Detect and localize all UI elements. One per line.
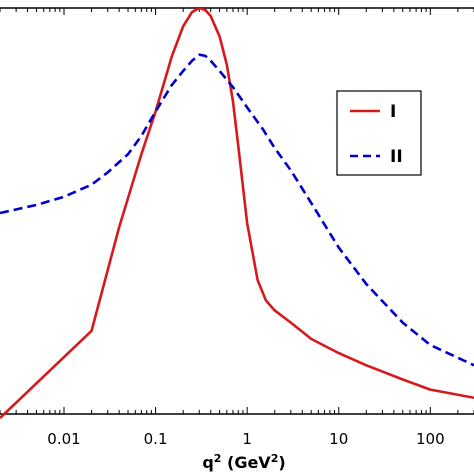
legend-label-i: I xyxy=(390,102,396,122)
x-axis-unit-exponent: 2 xyxy=(271,452,279,465)
x-tick-label: 0.01 xyxy=(47,430,80,448)
legend-label-ii: II xyxy=(390,147,403,167)
x-tick-label: 0.1 xyxy=(144,430,168,448)
x-axis-label: q2 (GeV2) xyxy=(202,452,285,472)
x-tick-label: 1 xyxy=(242,430,252,448)
x-tick-label: 100 xyxy=(416,430,445,448)
plot-axes: 0.01 0.1 1 10 100 xyxy=(0,7,474,448)
legend: I II xyxy=(336,90,422,176)
legend-box xyxy=(336,90,422,176)
series-line-i xyxy=(0,8,474,420)
plot-lines xyxy=(0,8,474,420)
x-axis-label-exponent: 2 xyxy=(214,452,222,465)
x-tick-label: 10 xyxy=(329,430,348,448)
series-line-ii xyxy=(0,53,474,367)
